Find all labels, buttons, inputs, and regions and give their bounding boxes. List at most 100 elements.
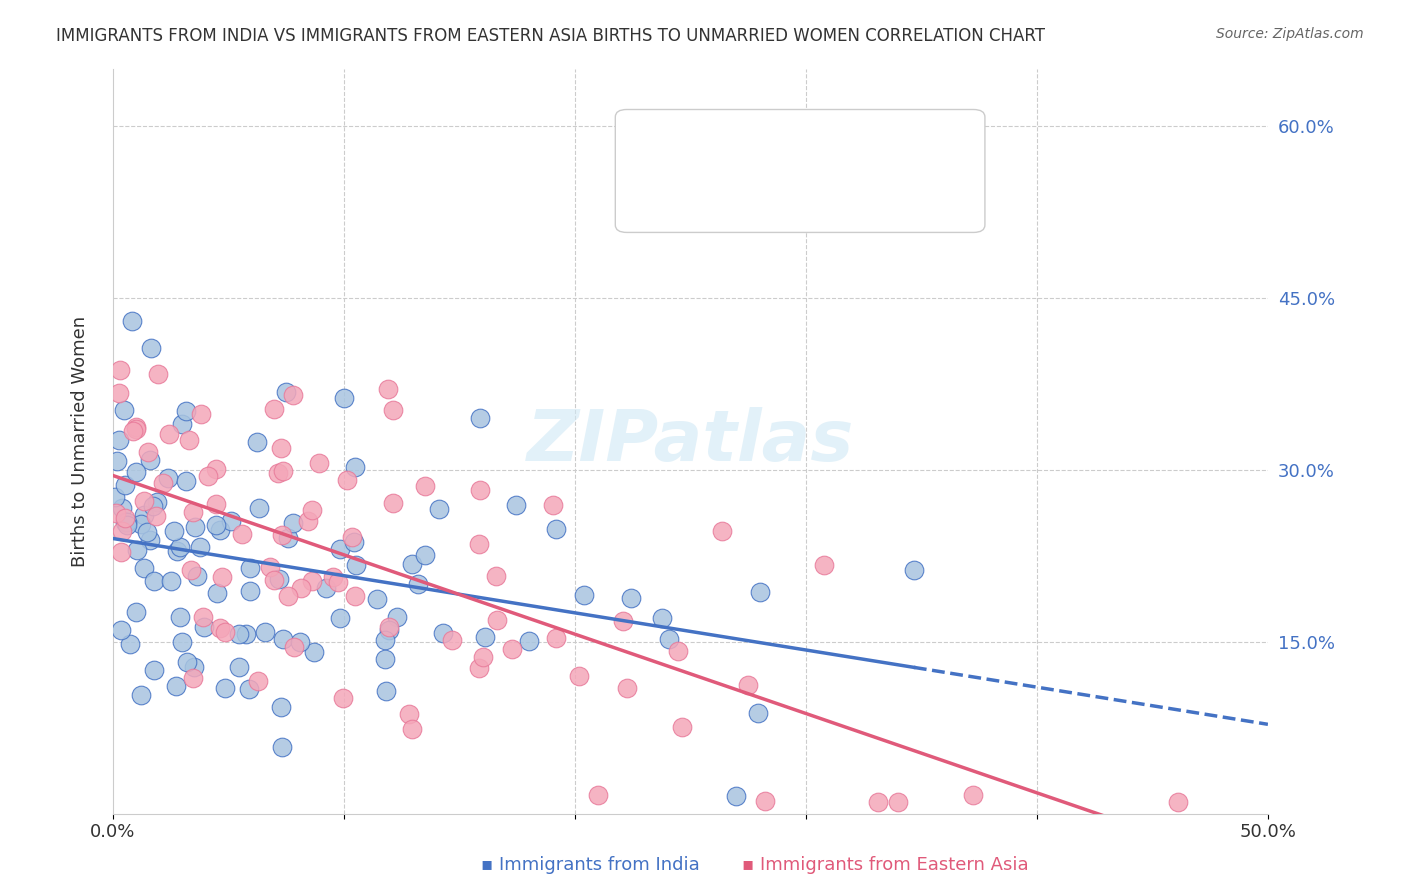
Immigrants from Eastern Asia <box>211 570 233 584</box>
Immigrants from India <box>474 630 496 644</box>
Immigrants from India <box>176 656 198 670</box>
Immigrants from India <box>166 544 188 558</box>
Immigrants from India <box>470 410 492 425</box>
Immigrants from India <box>274 385 297 400</box>
Immigrants from India <box>219 514 242 528</box>
Immigrants from Eastern Asia <box>308 456 330 470</box>
Immigrants from India <box>166 679 188 693</box>
Text: IMMIGRANTS FROM INDIA VS IMMIGRANTS FROM EASTERN ASIA BIRTHS TO UNMARRIED WOMEN : IMMIGRANTS FROM INDIA VS IMMIGRANTS FROM… <box>56 27 1045 45</box>
Immigrants from India <box>228 627 250 641</box>
Immigrants from Eastern Asia <box>468 537 491 551</box>
Immigrants from Eastern Asia <box>485 569 508 583</box>
Immigrants from Eastern Asia <box>111 524 134 538</box>
Immigrants from India <box>385 610 408 624</box>
Immigrants from Eastern Asia <box>191 609 214 624</box>
Immigrants from Eastern Asia <box>277 589 299 603</box>
Immigrants from India <box>112 403 135 417</box>
Immigrants from Eastern Asia <box>205 497 228 511</box>
Immigrants from Eastern Asia <box>259 559 281 574</box>
Immigrants from India <box>406 576 429 591</box>
Immigrants from India <box>193 620 215 634</box>
Immigrants from India <box>546 522 568 536</box>
Immigrants from India <box>329 541 352 556</box>
Immigrants from Eastern Asia <box>107 385 129 400</box>
Immigrants from India <box>169 609 191 624</box>
Immigrants from Eastern Asia <box>336 473 359 487</box>
Immigrants from India <box>160 574 183 588</box>
Immigrants from India <box>413 548 436 562</box>
Immigrants from Eastern Asia <box>146 367 169 381</box>
Immigrants from India <box>239 583 262 598</box>
Immigrants from India <box>125 543 148 558</box>
Immigrants from India <box>142 663 165 677</box>
Immigrants from Eastern Asia <box>124 422 146 436</box>
Y-axis label: Births to Unmarried Women: Births to Unmarried Women <box>72 316 89 566</box>
Immigrants from India <box>290 635 312 649</box>
Immigrants from Eastern Asia <box>152 475 174 490</box>
Immigrants from India <box>374 632 396 647</box>
Immigrants from India <box>277 531 299 545</box>
Immigrants from India <box>271 632 294 646</box>
Immigrants from Eastern Asia <box>666 644 689 658</box>
Immigrants from India <box>283 516 305 530</box>
Immigrants from India <box>401 557 423 571</box>
Immigrants from India <box>270 699 292 714</box>
Immigrants from Eastern Asia <box>671 721 693 735</box>
Immigrants from India <box>170 635 193 649</box>
Immigrants from India <box>110 623 132 637</box>
Immigrants from India <box>139 533 162 547</box>
Immigrants from India <box>366 591 388 606</box>
Immigrants from India <box>267 572 290 586</box>
Immigrants from Eastern Asia <box>568 669 591 683</box>
Immigrants from India <box>134 508 156 523</box>
Immigrants from Eastern Asia <box>471 650 494 665</box>
Immigrants from India <box>209 523 232 537</box>
Immigrants from Eastern Asia <box>231 527 253 541</box>
Immigrants from India <box>247 501 270 516</box>
Immigrants from Eastern Asia <box>105 506 128 520</box>
FancyBboxPatch shape <box>616 110 986 233</box>
Immigrants from Eastern Asia <box>208 621 231 635</box>
Immigrants from Eastern Asia <box>108 363 131 377</box>
Immigrants from Eastern Asia <box>398 706 420 721</box>
Immigrants from India <box>174 474 197 488</box>
Immigrants from India <box>377 623 399 637</box>
Immigrants from Eastern Asia <box>401 722 423 736</box>
Immigrants from India <box>517 633 540 648</box>
Immigrants from Eastern Asia <box>1167 795 1189 809</box>
Immigrants from India <box>188 540 211 554</box>
Immigrants from India <box>183 660 205 674</box>
Immigrants from India <box>139 341 162 355</box>
Immigrants from India <box>747 706 769 721</box>
Immigrants from India <box>125 465 148 479</box>
Immigrants from Eastern Asia <box>204 462 226 476</box>
Immigrants from Eastern Asia <box>868 795 890 809</box>
Immigrants from India <box>238 561 260 575</box>
Immigrants from India <box>344 558 367 573</box>
Immigrants from India <box>105 454 128 468</box>
Immigrants from India <box>749 585 772 599</box>
Immigrants from Eastern Asia <box>301 574 323 588</box>
Immigrants from Eastern Asia <box>263 573 285 587</box>
Immigrants from India <box>302 645 325 659</box>
Immigrants from Eastern Asia <box>270 441 292 455</box>
Immigrants from Eastern Asia <box>381 403 404 417</box>
Immigrants from Eastern Asia <box>122 424 145 438</box>
Immigrants from Eastern Asia <box>136 444 159 458</box>
Immigrants from Eastern Asia <box>342 530 364 544</box>
Immigrants from India <box>157 471 180 485</box>
Immigrants from India <box>170 417 193 431</box>
Immigrants from Eastern Asia <box>377 620 399 634</box>
Immigrants from Eastern Asia <box>332 690 354 705</box>
Immigrants from Eastern Asia <box>381 496 404 510</box>
Immigrants from Eastern Asia <box>377 383 399 397</box>
Immigrants from Eastern Asia <box>183 671 205 685</box>
Immigrants from Eastern Asia <box>157 426 180 441</box>
Immigrants from Eastern Asia <box>887 795 910 809</box>
Immigrants from India <box>115 517 138 532</box>
Immigrants from India <box>115 515 138 529</box>
Immigrants from India <box>343 534 366 549</box>
Immigrants from India <box>238 682 260 697</box>
Immigrants from Eastern Asia <box>281 388 304 402</box>
Immigrants from India <box>315 581 337 595</box>
